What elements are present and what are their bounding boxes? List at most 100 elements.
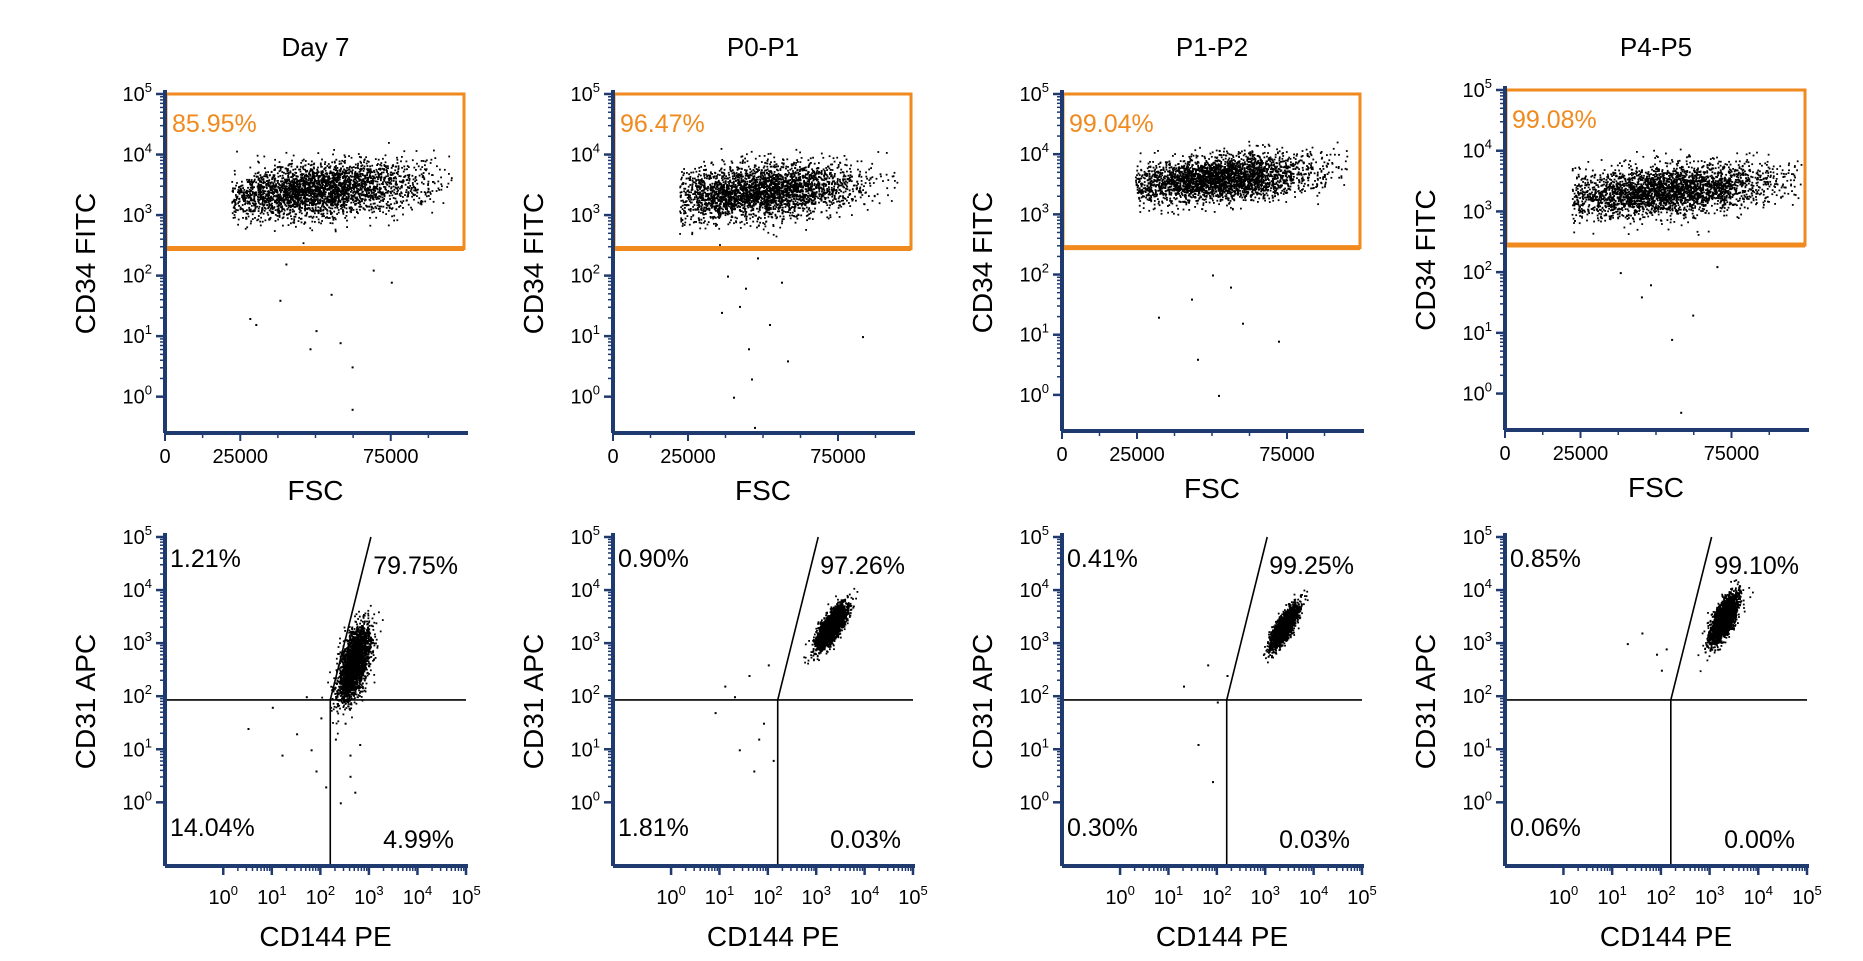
event-dot	[316, 182, 318, 185]
event-dot	[683, 212, 686, 215]
event-dot	[396, 202, 398, 204]
event-dot	[391, 190, 393, 193]
event-dot	[364, 208, 366, 211]
event-dot	[253, 178, 256, 181]
event-dot	[242, 208, 244, 211]
event-dot	[840, 190, 842, 193]
event-dot	[257, 182, 260, 185]
event-dot	[383, 192, 385, 195]
event-dot	[311, 203, 313, 205]
event-dot	[285, 185, 288, 188]
event-dot	[345, 196, 348, 198]
event-dot	[259, 212, 262, 215]
event-dot	[302, 183, 305, 185]
event-dot	[257, 193, 260, 196]
event-dot	[386, 181, 389, 184]
event-dot	[320, 213, 323, 215]
event-dot	[274, 213, 277, 216]
event-dot	[822, 201, 825, 203]
event-dot	[342, 195, 345, 198]
event-dot	[353, 194, 355, 197]
event-dot	[289, 171, 292, 174]
event-dot	[266, 211, 269, 214]
event-dot	[704, 199, 706, 202]
event-dot	[308, 184, 311, 187]
event-dot	[697, 189, 699, 192]
event-dot	[269, 191, 272, 194]
event-dot	[342, 210, 344, 213]
event-dot	[364, 181, 366, 183]
event-dot	[288, 179, 290, 181]
event-dot	[308, 186, 311, 188]
event-dot	[865, 175, 868, 178]
event-dot	[415, 179, 418, 181]
event-dot	[368, 205, 371, 208]
event-dot	[267, 192, 270, 194]
event-dot	[249, 196, 251, 198]
event-dot	[420, 191, 423, 193]
event-dot	[373, 192, 375, 194]
event-dot	[296, 199, 299, 202]
event-dot	[330, 185, 333, 188]
event-dot	[241, 204, 244, 206]
event-dot	[412, 193, 415, 196]
event-dot	[344, 178, 347, 181]
event-dot	[280, 191, 282, 194]
event-dot	[362, 207, 365, 210]
event-dot	[361, 173, 364, 175]
event-dot	[293, 178, 296, 181]
event-dot	[370, 197, 372, 199]
event-dot	[329, 196, 332, 199]
event-dot	[333, 216, 336, 219]
event-dot	[322, 203, 324, 206]
event-dot	[295, 203, 298, 206]
event-dot	[299, 178, 302, 181]
event-dot	[322, 175, 325, 178]
event-dot	[279, 187, 282, 189]
event-dot	[852, 190, 855, 193]
event-dot	[302, 196, 305, 199]
event-dot	[369, 172, 372, 175]
event-dot	[354, 196, 356, 199]
event-dot	[237, 209, 239, 212]
event-dot	[382, 171, 385, 174]
event-dot	[300, 180, 303, 183]
event-dot	[320, 222, 322, 225]
event-dot	[372, 177, 375, 180]
event-dot	[291, 181, 294, 184]
y-tick-label: 104	[123, 141, 152, 167]
event-dot	[275, 198, 278, 201]
event-dot	[246, 226, 249, 229]
event-dot	[297, 190, 300, 192]
event-dot	[278, 210, 280, 212]
event-dot	[295, 190, 297, 192]
event-dot	[319, 163, 322, 166]
event-dot	[273, 174, 276, 177]
event-dot	[312, 203, 315, 205]
event-dot	[357, 176, 360, 179]
event-dot	[423, 178, 426, 181]
event-dot	[316, 168, 319, 171]
event-dot	[784, 206, 787, 208]
event-dot	[377, 191, 379, 194]
event-dot	[331, 222, 334, 225]
event-dot	[724, 177, 726, 180]
event-dot	[231, 181, 234, 183]
event-dot	[349, 210, 352, 213]
event-dot	[271, 208, 274, 210]
event-dot	[402, 207, 404, 209]
event-dot	[342, 188, 345, 191]
event-dot	[789, 211, 792, 214]
event-dot	[806, 219, 808, 222]
event-dot	[394, 169, 397, 172]
event-dot	[338, 169, 341, 172]
event-dot	[250, 198, 252, 201]
event-dot	[300, 207, 303, 209]
event-dot	[357, 202, 360, 204]
event-dot	[296, 166, 299, 169]
event-dot	[299, 191, 301, 193]
event-dot	[319, 202, 321, 204]
event-dot	[429, 193, 432, 195]
event-dot	[718, 169, 721, 172]
event-dot	[405, 199, 408, 202]
